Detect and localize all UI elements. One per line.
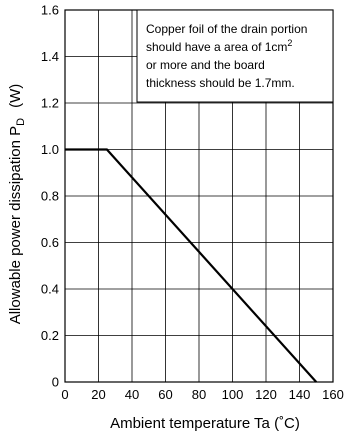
- x-tick-label: 0: [61, 387, 68, 402]
- derating-curve: [65, 148, 318, 383]
- y-tick-label: 1.0: [41, 142, 59, 157]
- annotation-line-4: thickness should be 1.7mm.: [146, 76, 295, 90]
- x-tick-label: 140: [289, 387, 311, 402]
- x-tick-label: 80: [192, 387, 206, 402]
- y-tick-label: 0.8: [41, 189, 59, 204]
- y-tick-label: 1.6: [41, 3, 59, 18]
- annotation-line-1: Copper foil of the drain portion: [146, 22, 307, 36]
- annotation-line-2: should have a area of 1cm2: [146, 38, 292, 54]
- y-tick-label: 0.2: [41, 328, 59, 343]
- tick-labels: 0 20 40 60 80 100 120 140 160 0 0.2 0.4 0.6 0.8 1.0 1.2…: [41, 3, 344, 403]
- y-axis-label: Allowable power dissipation PD (W): [7, 84, 27, 325]
- y-tick-label: 1.2: [41, 96, 59, 111]
- x-tick-label: 40: [125, 387, 139, 402]
- annotation-line-2-text: should have a area of 1cm: [146, 40, 287, 54]
- x-tick-label: 100: [222, 387, 244, 402]
- y-tick-label: 0: [52, 375, 59, 390]
- annotation-superscript: 2: [287, 38, 292, 48]
- series-layer: [65, 148, 318, 383]
- y-tick-label: 0.4: [41, 282, 59, 297]
- y-tick-label: 1.4: [41, 49, 59, 64]
- x-axis-label: Ambient temperature Ta (˚C): [110, 415, 300, 432]
- x-tick-label: 120: [255, 387, 277, 402]
- annotation-box: Copper foil of the drain portion should …: [136, 9, 334, 103]
- x-tick-label: 160: [322, 387, 344, 402]
- y-axis-label-subscript: D: [15, 118, 27, 126]
- annotation-background: [136, 9, 334, 103]
- y-axis-label-unit: (W): [7, 84, 24, 108]
- y-axis-label-text: Allowable power dissipation P: [7, 126, 24, 324]
- y-tick-label: 0.6: [41, 235, 59, 250]
- x-tick-label: 60: [158, 387, 172, 402]
- x-tick-label: 20: [91, 387, 105, 402]
- annotation-line-3: or more and the board: [146, 58, 265, 72]
